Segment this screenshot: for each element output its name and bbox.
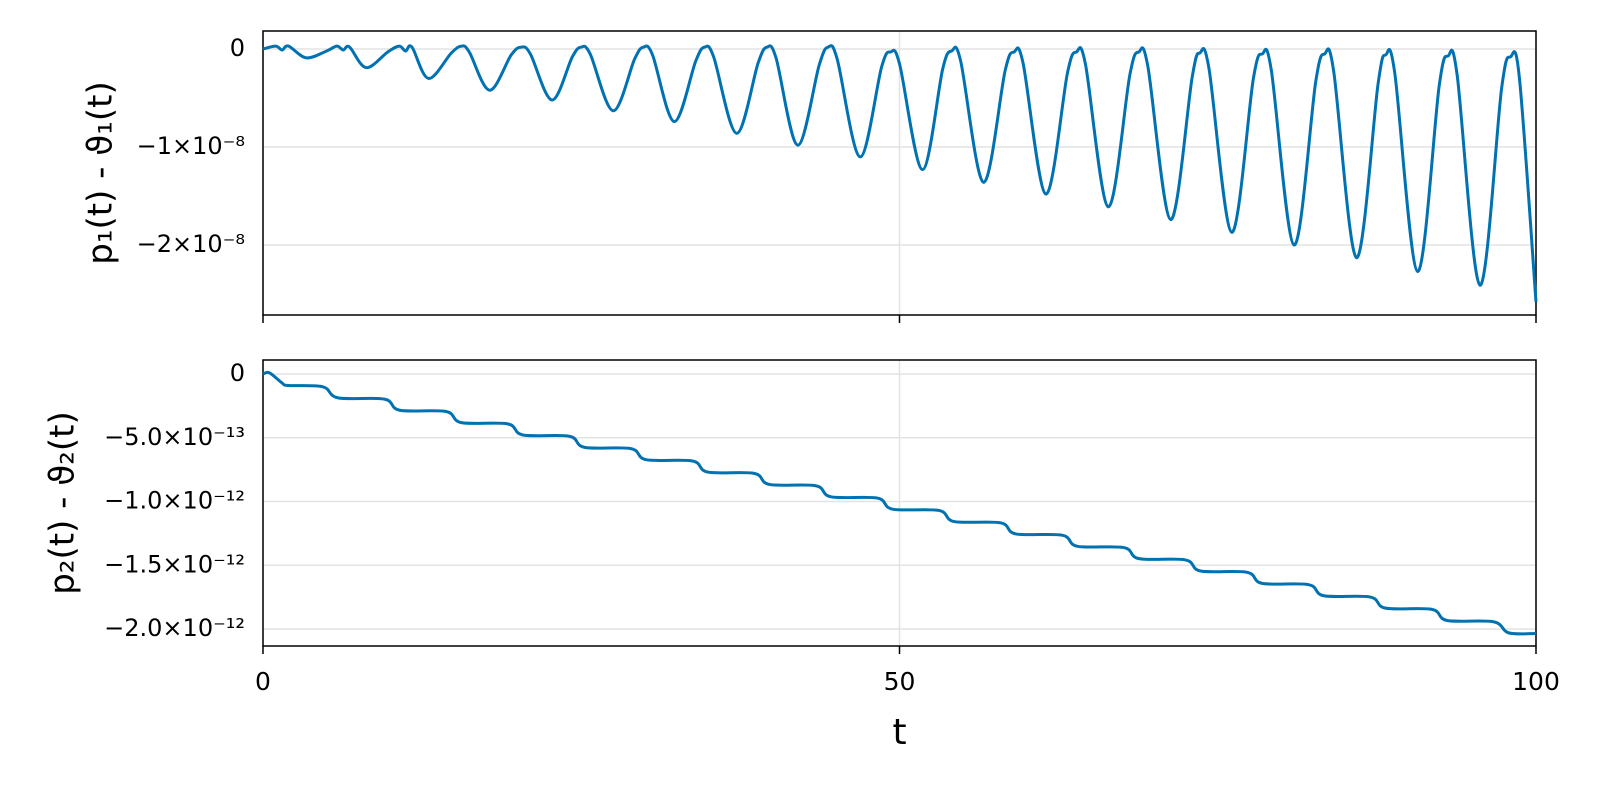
data-line: [262, 370, 1537, 636]
plot-frame: [262, 359, 1537, 647]
x-tick-label: 0: [255, 667, 271, 696]
y-tick-label: −2×10⁻⁸: [137, 230, 245, 258]
plot-frame: [262, 30, 1537, 316]
x-axis-label: t: [892, 712, 906, 753]
y-tick-label: −2.0×10⁻¹²: [104, 614, 245, 642]
y-tick-label: −1.5×10⁻¹²: [104, 550, 245, 578]
y-tick-label: 0: [230, 359, 245, 387]
data-line: [262, 44, 1538, 302]
y-tick-label: −1×10⁻⁸: [137, 132, 245, 160]
y-tick-label: −1.0×10⁻¹²: [104, 487, 245, 515]
y-tick-label: 0: [230, 34, 245, 62]
y-tick-label: −5.0×10⁻¹³: [104, 423, 245, 451]
x-tick-label: 100: [1512, 667, 1560, 696]
x-tick-label: 50: [884, 667, 916, 696]
y-axis-label: p₂(t) - ϑ₂(t): [43, 411, 83, 595]
y-axis-label: p₁(t) - ϑ₁(t): [81, 81, 121, 265]
